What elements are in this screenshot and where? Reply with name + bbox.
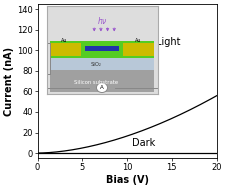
Text: Light: Light xyxy=(155,37,179,47)
X-axis label: Bias (V): Bias (V) xyxy=(105,175,148,185)
Text: Dark: Dark xyxy=(131,138,154,148)
Y-axis label: Current (nA): Current (nA) xyxy=(4,47,14,116)
